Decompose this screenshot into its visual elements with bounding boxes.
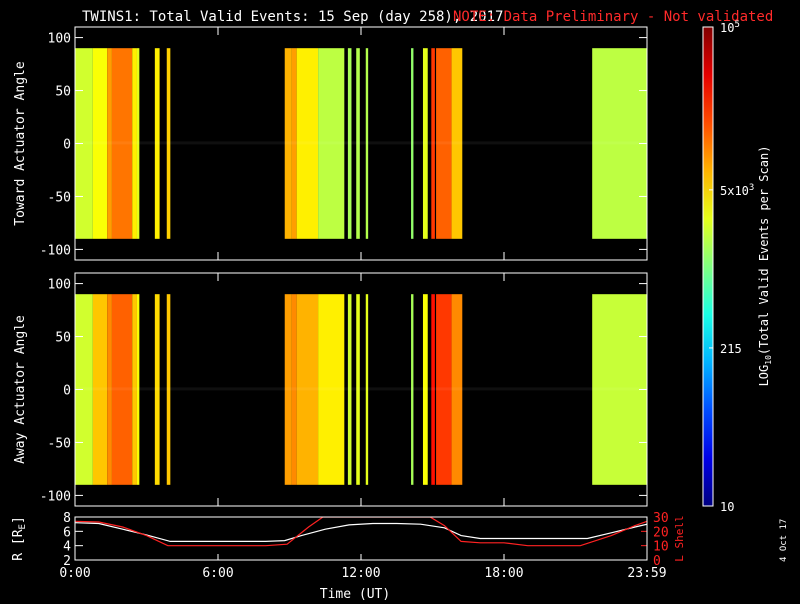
data-band (592, 294, 647, 485)
data-band (296, 294, 319, 485)
y-tick-label: 0 (63, 138, 71, 153)
data-band (296, 48, 319, 239)
y2-tick-label: 0 (653, 554, 661, 569)
lshell-line (75, 517, 647, 547)
y-tick-label: 100 (48, 32, 71, 47)
panel-2: 100 50 0 -50 -100 Away Actuator Angle (13, 272, 648, 507)
data-band (107, 294, 112, 485)
x-tick-label: 12:00 (341, 566, 380, 581)
chart-title: TWINS1: Total Valid Events: 15 Sep (day … (82, 9, 503, 25)
y2-tick-label: 10 (653, 540, 669, 555)
data-band (436, 294, 452, 485)
data-band (107, 48, 112, 239)
colorbar-title: LOG10(Total Valid Events per Scan) (757, 146, 773, 387)
preliminary-note: NOTE: Data Preliminary - Not validated (453, 9, 773, 25)
y-tick-label: 0 (63, 384, 71, 399)
colorbar: 105 5x103 215 10 LOG10(Total Valid Events pe… (702, 20, 773, 514)
y2-axis-label: L Shell (673, 515, 686, 561)
y-axis-label: Toward Actuator Angle (13, 61, 28, 226)
y-tick-label: -100 (40, 243, 71, 258)
x-tick-label: 18:00 (484, 566, 523, 581)
x-axis-label: Time (UT) (320, 587, 390, 600)
y-tick-label: 2 (63, 554, 71, 569)
data-band (431, 48, 435, 239)
colorbar-tick-label: 10 (720, 500, 734, 514)
colorbar-tick-label: 215 (720, 342, 742, 356)
y-axis-label: Away Actuator Angle (13, 315, 28, 464)
panel-frame (74, 516, 648, 561)
data-band (111, 294, 133, 485)
data-band (291, 48, 297, 239)
y-tick-label: 4 (63, 540, 71, 555)
y-axis-label: R [RE] (11, 516, 28, 561)
data-band (136, 294, 140, 485)
y-tick-label: 8 (63, 511, 71, 526)
data-band (166, 294, 171, 485)
data-band (132, 48, 137, 239)
data-band (318, 48, 345, 239)
data-band (356, 294, 360, 485)
data-band (411, 294, 414, 485)
zero-stripe (75, 387, 647, 391)
y-tick-label: 50 (55, 85, 71, 100)
y-tick-label: 6 (63, 525, 71, 540)
data-band (365, 294, 369, 485)
y2-tick-label: 30 (653, 511, 669, 526)
data-band (291, 294, 297, 485)
data-band (75, 294, 93, 485)
x-tick-label: 0:00 (59, 566, 90, 581)
data-band (136, 48, 140, 239)
data-band (411, 48, 414, 239)
y-tick-label: -50 (48, 436, 71, 451)
y-tick-label: 50 (55, 331, 71, 346)
y-tick-label: -100 (40, 489, 71, 504)
radius-line (75, 522, 647, 543)
data-band (132, 294, 137, 485)
y-tick-label: 100 (48, 278, 71, 293)
data-band (451, 294, 463, 485)
data-band (92, 294, 108, 485)
colorbar-tick-label: 105 (720, 20, 740, 35)
data-band (431, 294, 435, 485)
date-stamp: 4 Oct 17 (779, 519, 789, 562)
data-band (92, 48, 108, 239)
data-band (154, 48, 160, 239)
data-band (365, 48, 369, 239)
x-tick-label: 6:00 (202, 566, 233, 581)
data-band (75, 48, 93, 239)
data-band (436, 48, 452, 239)
data-band (154, 294, 160, 485)
data-band (284, 48, 292, 239)
data-band (451, 48, 463, 239)
zero-stripe (75, 141, 647, 145)
data-band (422, 294, 428, 485)
colorbar-bar (702, 26, 714, 507)
y-tick-label: -50 (48, 190, 71, 205)
data-band (347, 48, 352, 239)
colorbar-tick-label: 5x103 (720, 183, 754, 198)
panel-1: 100 50 0 -50 -100 Toward Actuator Angle (13, 26, 648, 261)
data-band (347, 294, 352, 485)
data-band (422, 48, 428, 239)
data-band (166, 48, 171, 239)
x-tick-label: 23:59 (627, 566, 666, 581)
y2-tick-label: 20 (653, 525, 669, 540)
data-band (592, 48, 647, 239)
data-band (111, 48, 133, 239)
data-band (284, 294, 292, 485)
data-band (356, 48, 360, 239)
data-band (318, 294, 345, 485)
